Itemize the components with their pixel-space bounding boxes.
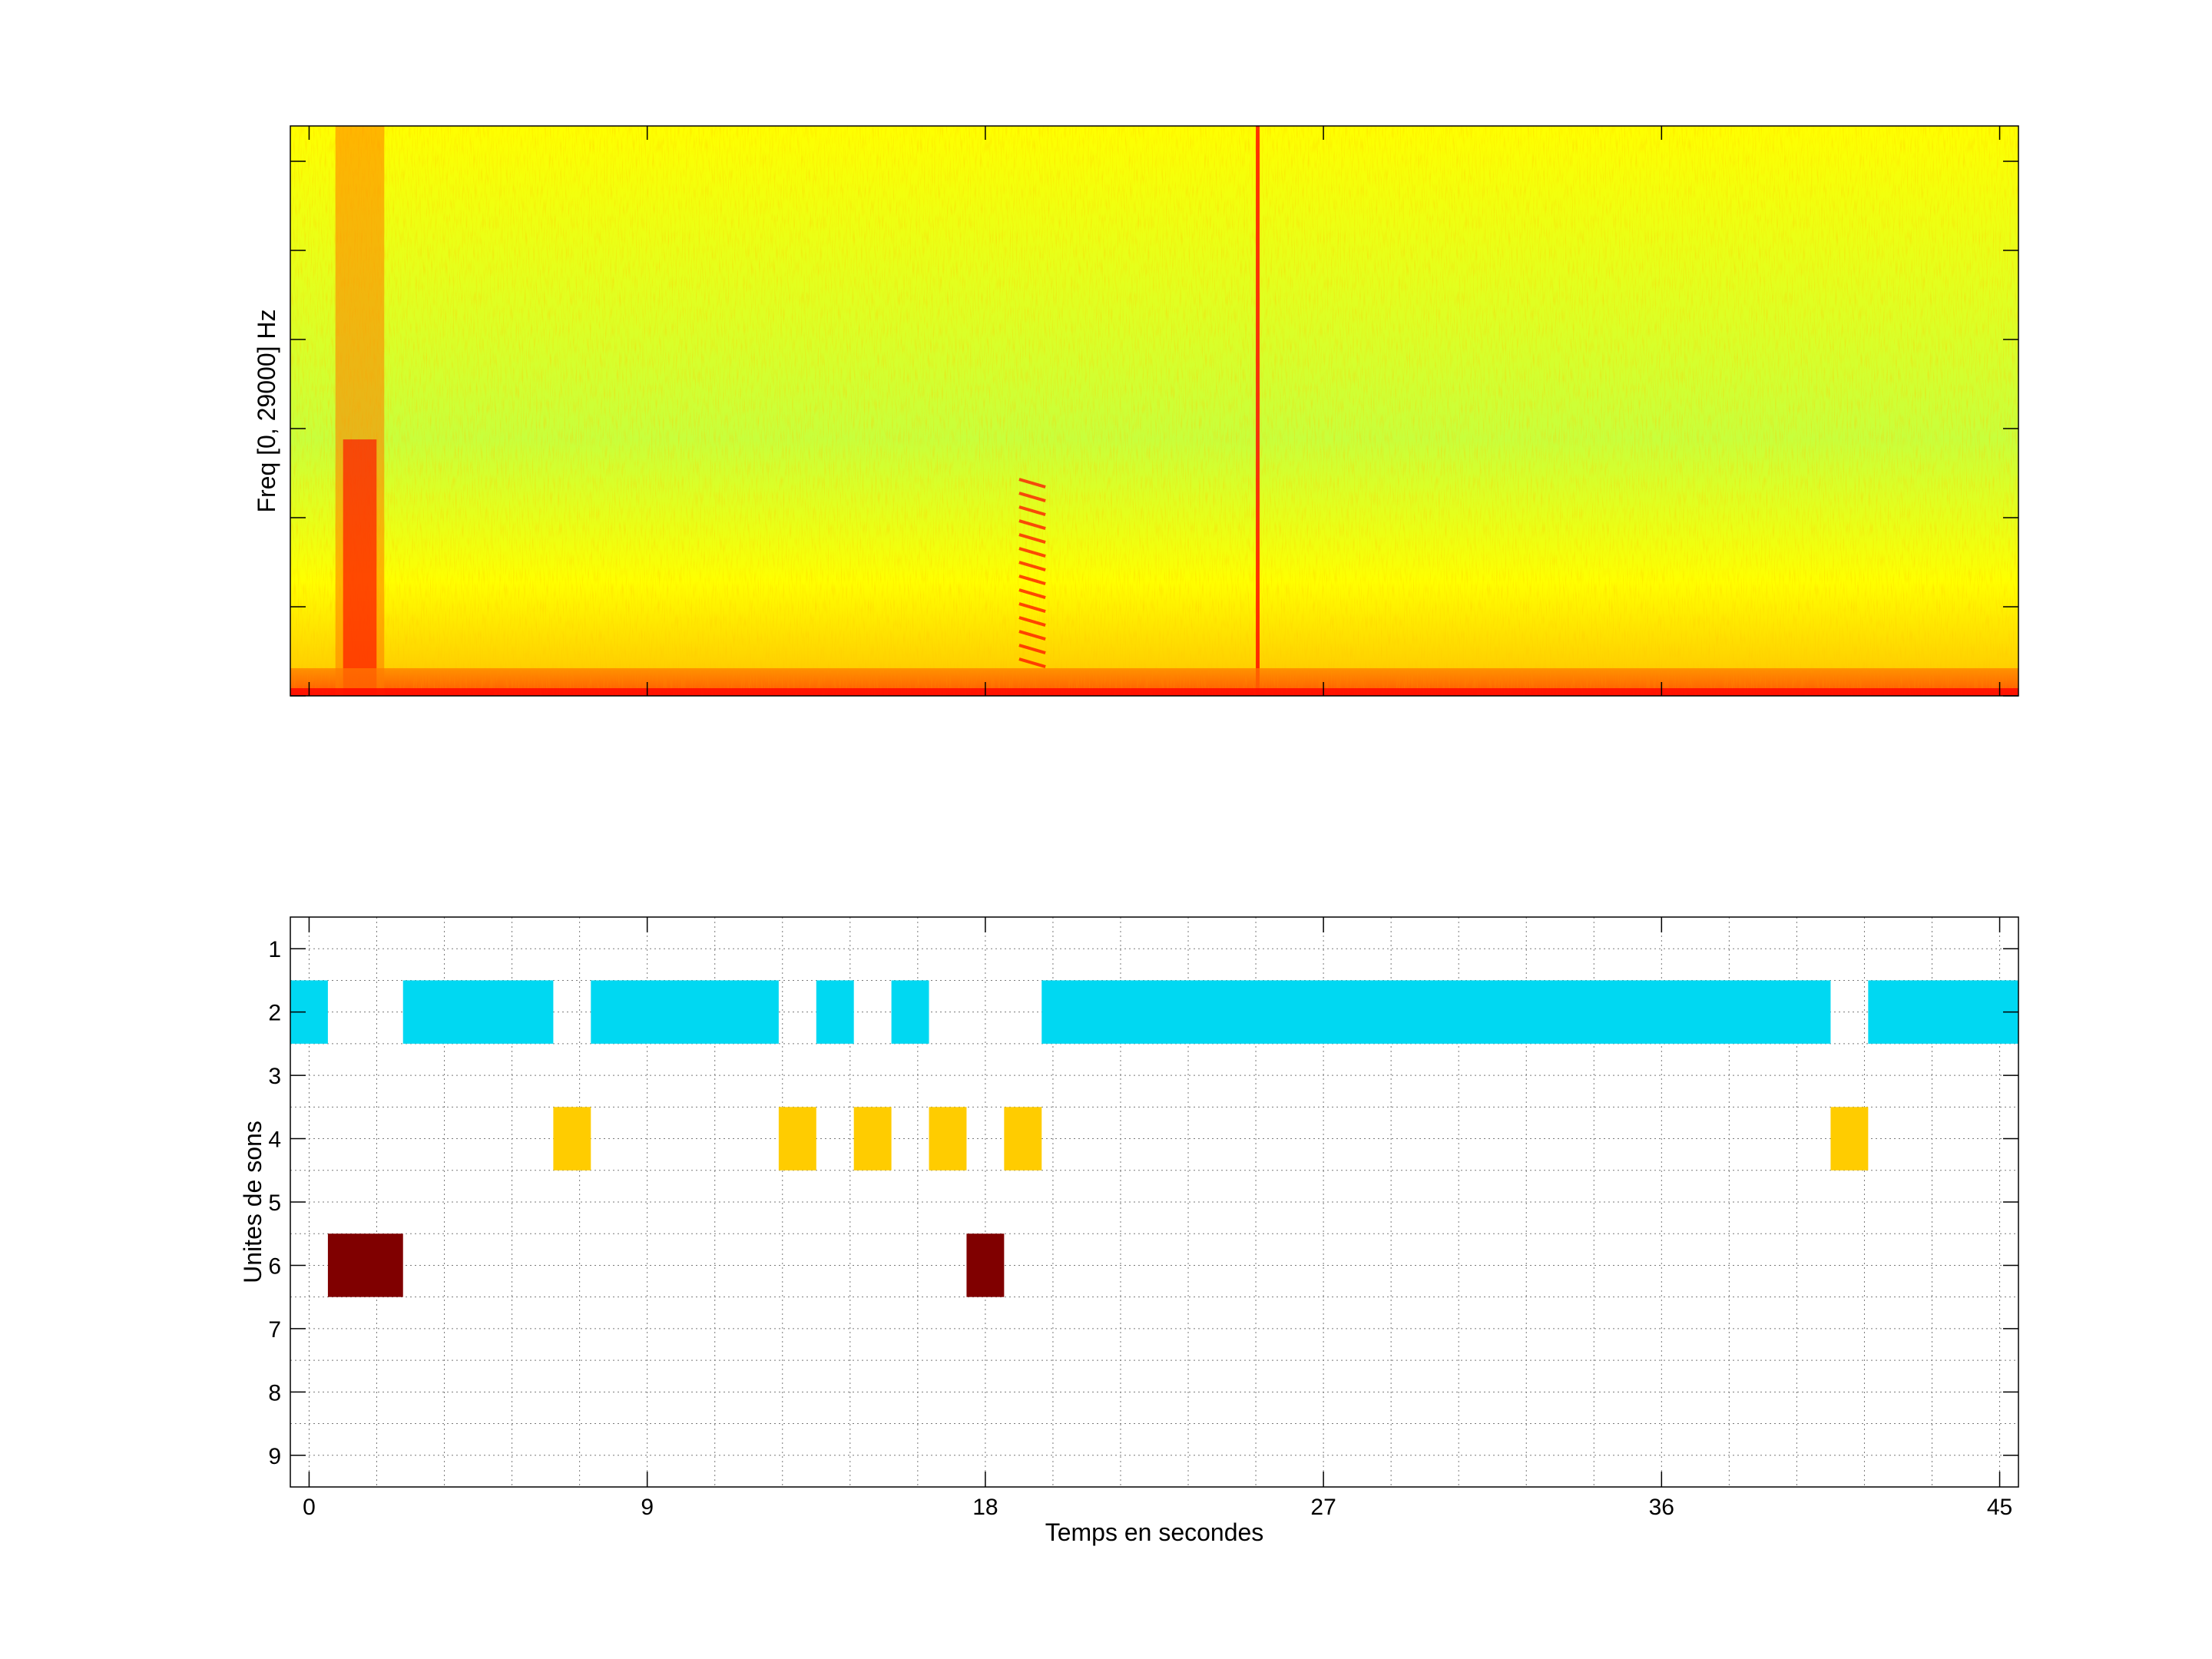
unit-2-bar	[1868, 980, 2018, 1044]
unit-ytick-label: 7	[268, 1317, 281, 1343]
unit-4-bar	[929, 1107, 967, 1171]
spec-feature-click	[1018, 492, 1046, 502]
spectrogram-ticks	[290, 126, 2018, 697]
unit-6-bar	[327, 1233, 403, 1297]
unit-ytick-label: 2	[268, 1001, 281, 1026]
spec-feature-click	[1018, 547, 1046, 558]
unit-ytick-label: 4	[268, 1128, 281, 1153]
unit-ytick-label: 9	[268, 1444, 281, 1469]
unit-xtick-label: 45	[1987, 1495, 2012, 1520]
unit-2-bar	[402, 980, 554, 1044]
spec-feature-click	[1018, 657, 1046, 668]
spec-feature-click	[1018, 561, 1046, 571]
spec-feature-click	[1018, 575, 1046, 585]
unit-xtick-label: 18	[972, 1495, 998, 1520]
spec-feature-click	[1018, 644, 1046, 654]
unit-6-bar	[966, 1233, 1005, 1297]
unit-xtick-label: 36	[1649, 1495, 1674, 1520]
unit-xtick-label: 27	[1310, 1495, 1336, 1520]
unit-ytick-label: 3	[268, 1064, 281, 1089]
spec-feature-click	[1018, 478, 1046, 488]
unit-2-bar	[891, 980, 929, 1044]
spectrogram-ylabel: Freq [0, 29000] Hz	[253, 309, 280, 512]
spec-feature-click	[1018, 505, 1046, 516]
unit-xtick-label: 0	[303, 1495, 316, 1520]
unit-xtick-label: 9	[641, 1495, 654, 1520]
spec-feature-click	[1018, 588, 1046, 599]
spectrogram-frame	[290, 125, 2019, 697]
spectrogram-panel: Freq [0, 29000] Hz	[253, 125, 2019, 697]
unit-2-bar	[1041, 980, 1831, 1044]
spec-feature-line	[1256, 126, 1260, 696]
spec-feature-lowband-core	[290, 688, 2018, 696]
spectrogram-features	[290, 126, 2018, 696]
units-bars	[290, 980, 2018, 1297]
spectrogram-texture	[290, 126, 2018, 696]
unit-ytick-label: 6	[268, 1253, 281, 1279]
spec-feature-click	[1018, 519, 1046, 530]
unit-4-bar	[853, 1107, 892, 1171]
spec-feature-click	[1018, 616, 1046, 627]
spec-feature-click	[1018, 533, 1046, 544]
unit-ytick-label: 8	[268, 1380, 281, 1406]
spec-feature-burst-core	[343, 439, 377, 696]
unit-4-bar	[778, 1107, 816, 1171]
units-grid	[290, 917, 2018, 1487]
unit-2-bar	[816, 980, 854, 1044]
units-ylabel: Unites de sons	[239, 1121, 267, 1283]
unit-4-bar	[553, 1107, 591, 1171]
unit-4-bar	[1004, 1107, 1042, 1171]
spec-feature-click	[1018, 630, 1046, 641]
spec-feature-click	[1018, 602, 1046, 613]
unit-4-bar	[1830, 1107, 1869, 1171]
unit-ytick-label: 5	[268, 1190, 281, 1216]
unit-2-bar	[591, 980, 779, 1044]
unit-ytick-label: 1	[268, 937, 281, 962]
units-xlabel: Temps en secondes	[1045, 1518, 1264, 1546]
